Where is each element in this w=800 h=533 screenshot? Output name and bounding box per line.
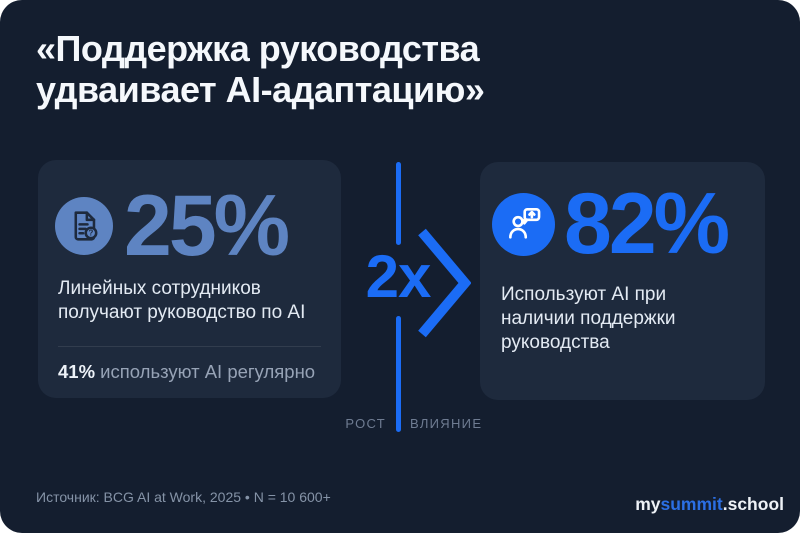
brand-part-my: my <box>635 494 661 514</box>
stat-footnote: 41% используют AI регулярно <box>58 361 315 383</box>
document-question-icon: ? <box>55 197 113 255</box>
stat-row: ? 25% <box>55 178 290 274</box>
chevron-right-icon <box>418 228 471 338</box>
person-speech-bubble-icon <box>492 192 555 256</box>
svg-text:?: ? <box>89 229 94 238</box>
stat-description: Линейных сотрудников получают руководств… <box>58 278 306 323</box>
multiplier-label: 2x <box>365 243 432 310</box>
brand-logo: mysummit.school <box>635 494 784 515</box>
source-note: Источник: BCG AI at Work, 2025 • N = 10 … <box>36 489 331 505</box>
stat-value-82: 82% <box>564 176 730 272</box>
page-title: «Поддержка руководства удваивает AI-адап… <box>36 28 485 110</box>
brand-part-school: .school <box>722 494 784 514</box>
stat-card-support: 82% Используют AI при наличии поддержки … <box>480 162 765 400</box>
card-divider <box>58 346 321 347</box>
footnote-value: 41% <box>58 361 96 382</box>
divider-line-top <box>396 162 401 245</box>
stat-value-25: 25% <box>124 178 290 274</box>
axis-label-impact: ВЛИЯНИЕ <box>410 416 483 431</box>
stat-row: 82% <box>492 176 730 272</box>
axis-label-growth: РОСТ <box>345 416 386 431</box>
divider-line-bottom <box>396 316 401 432</box>
brand-part-summit: summit <box>660 494 723 514</box>
stat-card-guidance: ? 25% Линейных сотрудников получают руко… <box>38 160 341 398</box>
footnote-text: используют AI регулярно <box>95 361 316 382</box>
stat-description: Используют AI при наличии поддержки руко… <box>501 284 676 353</box>
